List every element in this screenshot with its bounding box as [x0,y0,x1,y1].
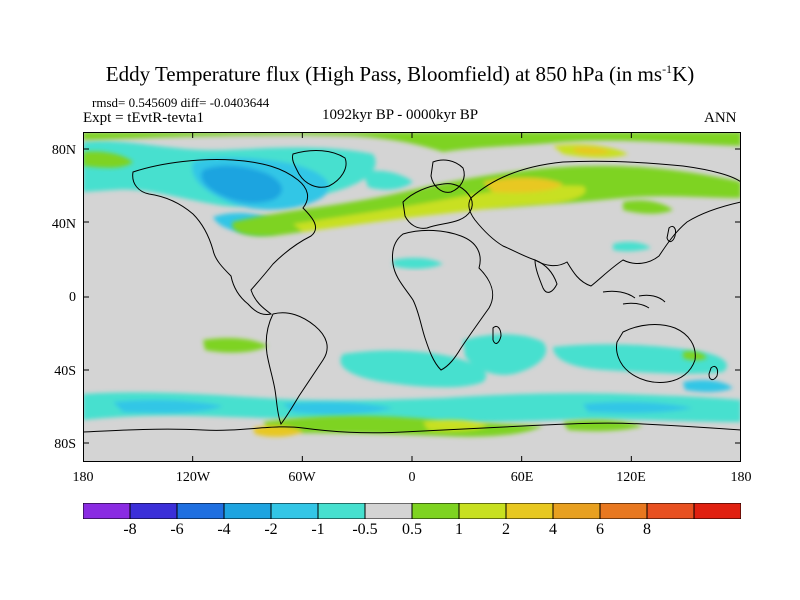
plot-title: Eddy Temperature flux (High Pass, Bloomf… [0,62,800,87]
colorbar-box [552,503,601,519]
lon-label-180-east: 180 [730,470,752,485]
lon-label-0: 0 [408,470,416,485]
colorbar-label: 0.5 [402,521,422,538]
colorbar [83,503,741,519]
tropical-patches [393,241,651,269]
title-superscript: -1 [662,62,673,76]
colorbar-label: -8 [123,521,137,538]
lon-label-60e: 60E [510,470,534,485]
colorbar-box [693,503,741,519]
lon-label-180-west: 180 [72,470,94,485]
lon-label-120e: 120E [616,470,646,485]
colorbar-box [223,503,272,519]
experiment-label: Expt = tEvtR-tevta1 [83,110,204,126]
lon-label-120w: 120W [175,470,211,485]
lat-label-80n: 80N [51,143,76,158]
colorbar-box [176,503,225,519]
title-unit-end: K) [672,62,695,86]
colorbar-box [270,503,319,519]
colorbar-box [646,503,695,519]
colorbar-label: -0.5 [352,521,378,538]
lat-label-80s: 80S [54,437,76,452]
lat-label-40s: 40S [54,364,76,379]
colorbar-box [317,503,366,519]
coastlines [83,150,741,434]
title-text: Eddy Temperature flux (High Pass, Bloomf… [105,62,663,86]
colorbar-label: 1 [455,521,463,538]
season-label: ANN [704,110,737,126]
colorbar-label: 4 [549,521,557,538]
colorbar-box [599,503,648,519]
anomaly-fields [83,132,741,437]
lon-label-60w: 60W [288,470,316,485]
map-ticks [83,132,741,462]
colorbar-label: -6 [170,521,184,538]
stats-label: rmsd= 0.545609 diff= -0.0403644 [92,95,270,110]
colorbar-label: 8 [643,521,651,538]
negative-anomaly-south [83,334,741,423]
colorbar-label: -4 [217,521,231,538]
colorbar-label: -1 [311,521,325,538]
positive-anomaly-north [83,132,741,237]
colorbar-box [505,503,554,519]
map-panel [83,132,741,462]
colorbar-box [364,503,413,519]
colorbar-box [458,503,507,519]
colorbar-label: 2 [502,521,510,538]
colorbar-box [83,503,131,519]
lat-label-40n: 40N [51,217,76,232]
colorbar-label: 6 [596,521,604,538]
colorbar-box [129,503,178,519]
colorbar-label: -2 [264,521,278,538]
colorbar-box [411,503,460,519]
period-label: 1092kyr BP - 0000kyr BP [322,107,479,123]
lat-label-0: 0 [69,290,76,305]
